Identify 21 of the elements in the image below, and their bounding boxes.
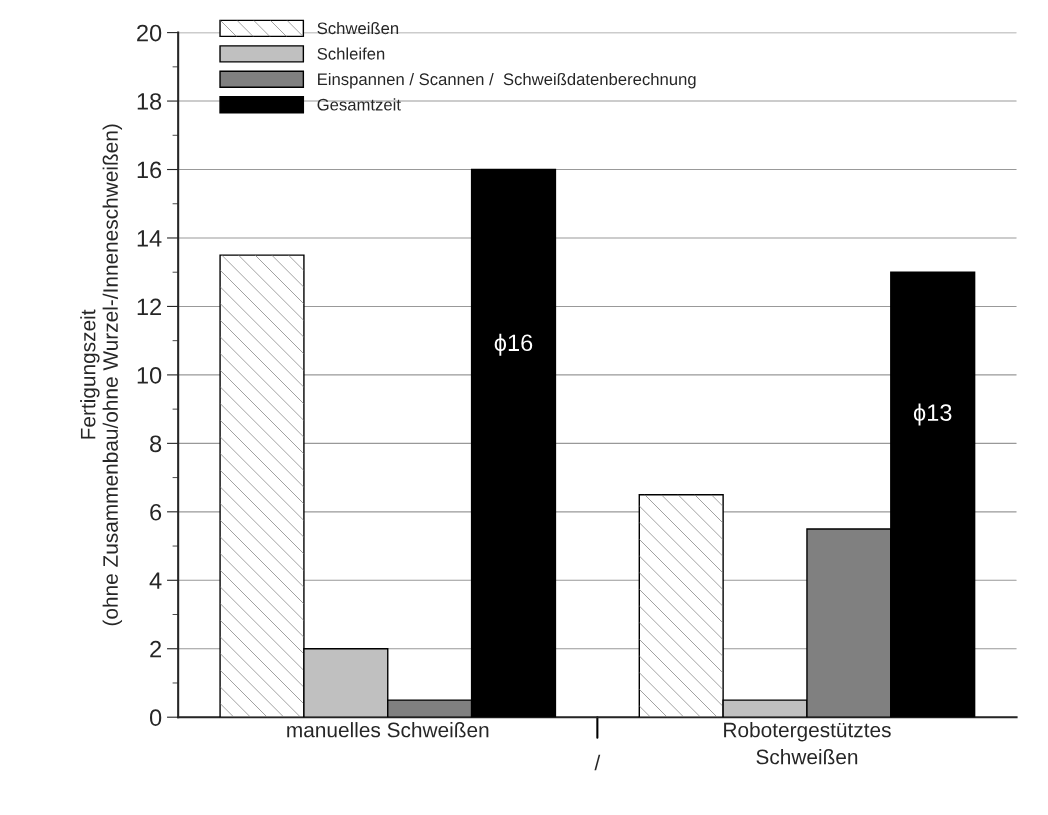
legend-label: Einspannen / Scannen / Schweißdatenberechnung xyxy=(318,72,696,89)
y-tick-label: 20 xyxy=(137,24,162,42)
y-tick-label: 16 xyxy=(137,161,162,179)
legend-label: Schweißen xyxy=(317,21,399,35)
text: / xyxy=(594,754,601,771)
y-axis-title: Fertigungszeit (ohne Zusammenbau/ohne Wurzel-/Inneneschweißen) xyxy=(80,124,123,626)
y-tick-label: 0 xyxy=(149,709,162,726)
y-tick-label: 18 xyxy=(137,93,162,110)
y-tick-label: 14 xyxy=(137,230,162,247)
x-tick-label: manuelles Schweißen xyxy=(287,722,489,738)
y-tick-label: 6 xyxy=(150,503,162,521)
x-tick-label: Robotergestütztes Schweißen xyxy=(724,722,891,765)
legend-label: Schleifen xyxy=(317,47,385,60)
y-tick-label: 4 xyxy=(149,572,162,589)
annotation: ϕ13 xyxy=(913,403,952,426)
y-tick-label: 2 xyxy=(150,640,161,658)
y-tick-label: 10 xyxy=(137,366,162,384)
y-tick-label: 8 xyxy=(150,435,162,453)
legend-label: Gesamtzeit xyxy=(317,98,401,111)
y-tick-label: 12 xyxy=(137,298,161,315)
annotation: ϕ16 xyxy=(494,333,533,356)
